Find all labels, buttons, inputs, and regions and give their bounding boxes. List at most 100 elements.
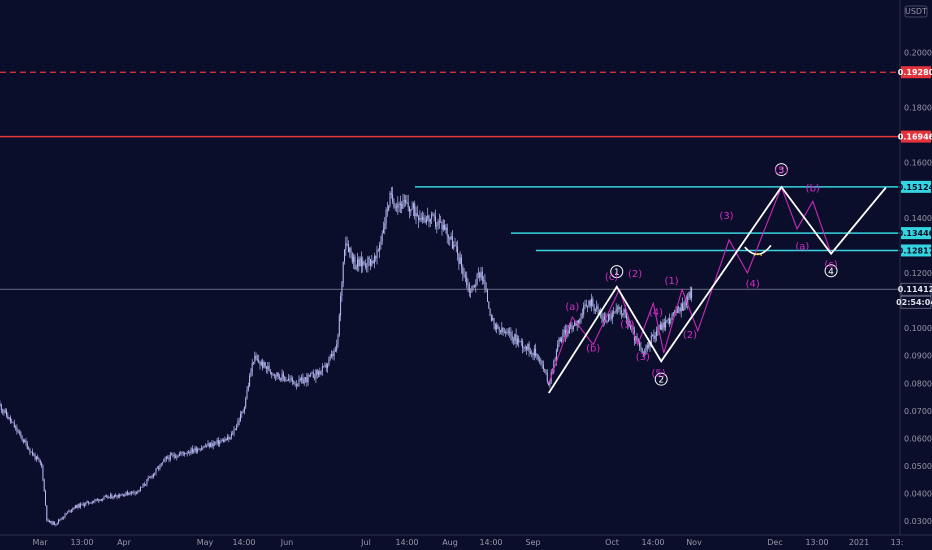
candle-body: [594, 308, 596, 311]
candle-body: [116, 496, 118, 498]
candle-body: [271, 372, 273, 375]
candle-body: [644, 349, 646, 356]
candle-body: [403, 200, 405, 201]
candle-body: [325, 364, 327, 368]
price-level-label: 0.11412: [898, 285, 932, 294]
candle-body: [650, 335, 652, 347]
time-tick-label: Nov: [686, 538, 702, 547]
candle-body: [385, 209, 387, 224]
candle-body: [163, 459, 165, 463]
candle-body: [691, 287, 693, 298]
candle-body: [108, 496, 110, 498]
candle-body: [648, 343, 650, 348]
candle-body: [428, 215, 430, 223]
candle-body: [654, 335, 656, 339]
candle-body: [203, 446, 205, 448]
candle-body: [353, 256, 355, 263]
major-wave-label: 4: [828, 267, 834, 277]
candle-body: [206, 446, 208, 447]
candle-body: [503, 332, 505, 333]
candle-body: [63, 516, 65, 519]
price-level-badge: [901, 244, 931, 257]
candle-body: [463, 274, 465, 276]
candle-body: [93, 501, 95, 502]
candle-body: [432, 214, 434, 216]
candle-body: [324, 364, 326, 367]
candle-body: [9, 417, 11, 422]
candle-body: [177, 456, 179, 457]
candle-body: [102, 498, 104, 501]
candle-body: [297, 385, 299, 386]
candle-body: [173, 454, 175, 457]
candle-body: [55, 524, 57, 525]
candle-body: [290, 378, 292, 380]
candle-body: [214, 442, 215, 444]
minor-wave-label: (c): [605, 272, 618, 283]
candle-body: [545, 370, 547, 373]
candle-body: [20, 432, 22, 436]
candle-body: [175, 456, 176, 458]
price-level-badge: [901, 227, 931, 240]
candle-body: [687, 296, 689, 305]
candle-body: [377, 250, 379, 251]
candle-body: [138, 490, 140, 491]
time-tick-label: 14:00: [232, 538, 255, 547]
candle-body: [151, 476, 153, 478]
candle-body: [294, 384, 296, 385]
candle-body: [232, 433, 234, 435]
candle-body: [661, 324, 663, 330]
candle-body: [240, 414, 241, 421]
candle-body: [307, 374, 309, 383]
candle-body: [198, 449, 200, 451]
candle-body: [418, 216, 420, 221]
candle-body: [81, 503, 83, 505]
candle-body: [420, 218, 422, 220]
minor-wave-path: [548, 185, 832, 384]
candle-body: [472, 285, 474, 287]
candle-body: [329, 356, 331, 360]
candle-body: [457, 246, 459, 255]
candle-body: [386, 209, 388, 211]
major-wave-marker: [654, 372, 668, 386]
candle-body: [113, 494, 115, 498]
candle-body: [540, 360, 542, 362]
candle-body: [505, 332, 507, 334]
candle-body: [54, 522, 56, 525]
candle-body: [184, 452, 186, 455]
candle-body: [199, 449, 201, 451]
candle-body: [168, 457, 170, 460]
candle-body: [476, 273, 478, 285]
candle-body: [95, 499, 97, 501]
time-tick-label: Oct: [605, 538, 619, 547]
candle-body: [500, 330, 501, 333]
candle-body: [548, 381, 550, 386]
countdown-label: 02:54:04: [896, 298, 932, 307]
candle-body: [376, 250, 378, 259]
candle-body: [73, 508, 75, 509]
candle-body: [0, 404, 1, 406]
candle-body: [51, 521, 53, 525]
candle-body: [562, 332, 564, 339]
time-tick-label: Mar: [32, 538, 48, 547]
candle-body: [380, 241, 382, 245]
candle-body: [33, 454, 35, 456]
candle-body: [532, 352, 534, 356]
candle-body: [515, 334, 517, 344]
candle-body: [255, 355, 257, 359]
candle-body: [104, 496, 106, 497]
candle-body: [363, 261, 365, 264]
candle-body: [169, 454, 171, 460]
candle-body: [346, 243, 348, 245]
candle-body: [565, 330, 566, 337]
price-tick-label: 0.20000: [904, 48, 932, 57]
candle-body: [522, 341, 524, 349]
candle-body: [299, 379, 301, 381]
candle-body: [389, 192, 391, 206]
candle-body: [150, 476, 152, 478]
